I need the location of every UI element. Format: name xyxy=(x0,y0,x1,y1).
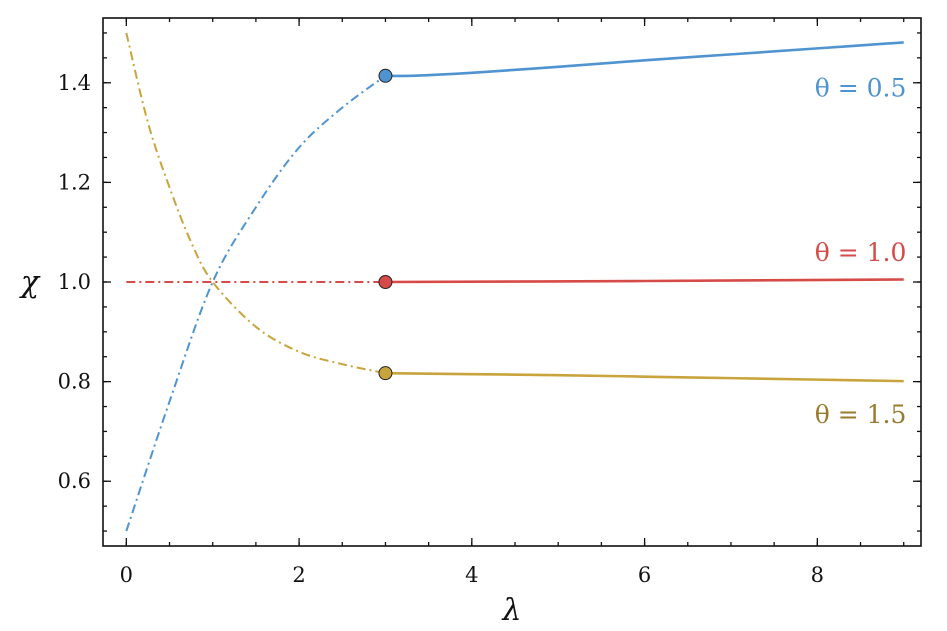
series-lines xyxy=(125,32,904,532)
x-tick-labels: 0 2 4 6 8 xyxy=(120,563,824,587)
series-line-dashdot xyxy=(125,32,386,375)
major-ticks xyxy=(103,18,921,546)
y-tick-label: 0.6 xyxy=(58,469,91,493)
series-marker xyxy=(378,366,393,381)
plot-frame xyxy=(102,17,922,547)
series-label: θ = 0.5 xyxy=(815,74,907,103)
series-line-solid xyxy=(385,371,904,383)
y-tick-label: 0.8 xyxy=(58,370,91,394)
series-line-solid xyxy=(385,41,904,78)
series-label: θ = 1.5 xyxy=(815,400,907,429)
y-tick-label: 1.0 xyxy=(58,270,91,294)
y-tick-label: 1.4 xyxy=(58,71,91,95)
series-markers xyxy=(378,68,393,381)
x-axis-label: λ xyxy=(501,593,521,628)
x-tick-label: 0 xyxy=(120,563,133,587)
x-tick-label: 6 xyxy=(638,563,651,587)
series-line-solid xyxy=(385,278,904,284)
series-line-dashdot xyxy=(125,74,387,532)
x-tick-label: 4 xyxy=(465,563,478,587)
x-tick-label: 8 xyxy=(811,563,824,587)
y-axis-label: χ xyxy=(19,265,41,300)
y-tick-labels: 0.6 0.8 1.0 1.2 1.4 xyxy=(58,71,91,493)
series-marker xyxy=(378,68,393,83)
y-tick-label: 1.2 xyxy=(58,170,91,194)
series-label: θ = 1.0 xyxy=(815,238,907,267)
series-labels: θ = 0.5 θ = 1.0 θ = 1.5 xyxy=(815,74,907,429)
x-tick-label: 2 xyxy=(292,563,305,587)
series-marker xyxy=(378,275,393,289)
